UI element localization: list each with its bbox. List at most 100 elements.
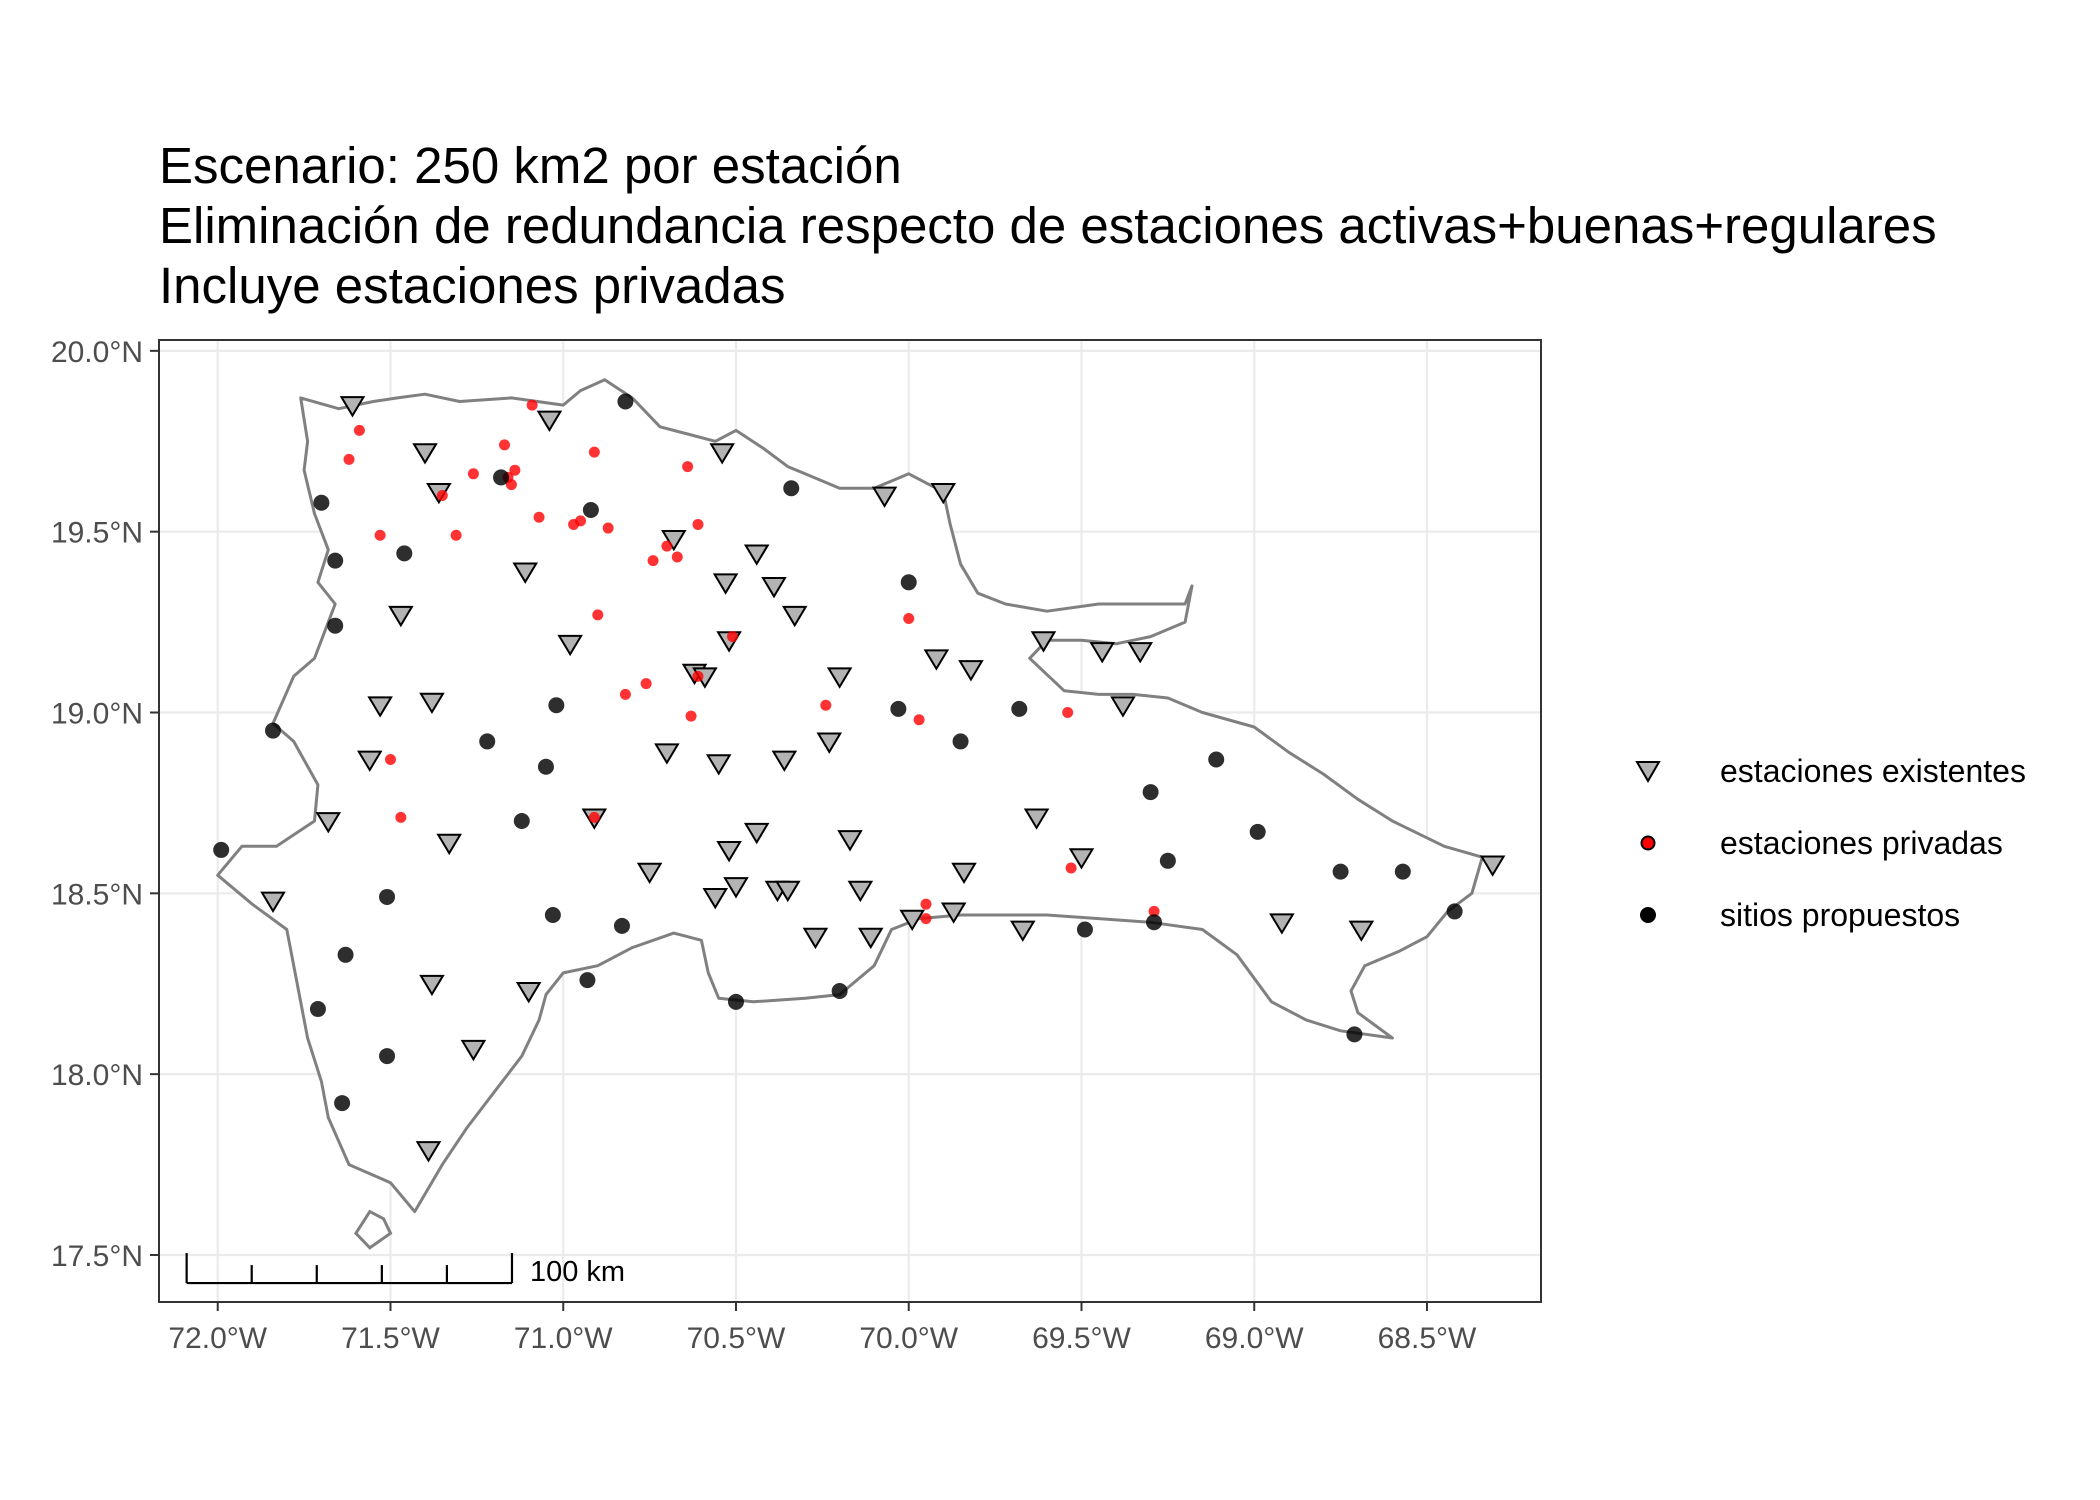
triangle-down-icon <box>1635 761 1661 783</box>
proposed-site-marker <box>327 617 344 634</box>
proposed-site-marker <box>379 888 396 905</box>
proposed-site-marker <box>396 545 413 562</box>
proposed-site-marker <box>1332 863 1349 880</box>
existing-station-marker <box>743 544 770 566</box>
private-station-marker <box>661 540 673 552</box>
existing-station-marker <box>951 862 977 885</box>
existing-station-marker <box>871 486 898 508</box>
private-station-marker <box>592 609 604 621</box>
proposed-site-marker <box>1346 1026 1363 1043</box>
existing-station-marker <box>775 880 801 903</box>
proposed-site-marker <box>313 494 330 511</box>
title-line-3: Incluye estaciones privadas <box>159 257 786 314</box>
existing-station-marker <box>356 750 383 772</box>
proposed-site-marker <box>479 733 496 750</box>
existing-station-marker <box>436 833 462 856</box>
existing-station-marker <box>723 877 749 899</box>
private-station-marker <box>395 811 407 823</box>
proposed-site-marker <box>783 480 800 497</box>
existing-station-marker <box>930 482 957 505</box>
y-tick-label: 20.0°N <box>51 336 143 369</box>
x-tick-label: 71.5°W <box>341 1322 440 1355</box>
existing-station-marker <box>419 974 445 997</box>
coastline-layer <box>216 378 1484 1250</box>
private-station-marker <box>1062 707 1074 719</box>
existing-station-marker <box>419 692 445 715</box>
private-station-marker <box>913 714 925 726</box>
private-station-marker <box>526 399 538 411</box>
proposed-site-marker <box>890 700 907 717</box>
existing-station-marker <box>705 754 732 776</box>
existing-station-marker <box>712 573 739 595</box>
existing-station-marker <box>557 634 583 657</box>
map-panel-border <box>158 339 1542 1303</box>
proposed-site-marker <box>265 722 282 739</box>
private-station-marker <box>1148 905 1160 917</box>
proposed-site-marker <box>900 574 917 591</box>
private-station-marker <box>602 522 614 534</box>
coastline-outline <box>216 378 1484 1214</box>
title-line-2: Eliminación de redundancia respecto de e… <box>159 197 1937 254</box>
y-axis: 17.5°N 18.0°N 18.5°N 19.0°N 19.5°N 20.0°N <box>51 336 159 1273</box>
proposed-site-marker <box>1249 823 1266 840</box>
existing-station-marker <box>654 743 680 765</box>
existing-station-marker <box>367 696 393 718</box>
existing-station-marker <box>761 577 787 599</box>
private-station-marker <box>820 699 832 711</box>
proposed-site-marker <box>727 993 744 1010</box>
existing-station-marker <box>702 888 729 910</box>
existing-station-marker <box>636 862 663 885</box>
proposed-site-marker <box>1146 914 1163 931</box>
existing-station-marker <box>1009 920 1036 942</box>
existing-station-marker <box>1023 808 1050 830</box>
legend-label-private: estaciones privadas <box>1720 824 2003 861</box>
proposed-site-marker <box>617 393 634 410</box>
existing-station-marker <box>709 443 735 465</box>
proposed-site-marker <box>544 907 561 924</box>
proposed-site-marker <box>537 758 554 775</box>
private-station-marker <box>685 710 697 722</box>
existing-station-marker <box>412 443 438 465</box>
proposed-site-marker <box>327 552 344 569</box>
legend-item-proposed: sitios propuestos <box>1620 879 2026 951</box>
private-station-marker <box>384 754 396 766</box>
private-station-marker <box>343 453 355 465</box>
existing-station-marker <box>1068 848 1095 870</box>
existing-station-marker <box>315 812 342 834</box>
existing-station-marker <box>260 891 286 913</box>
private-station-marker <box>619 688 631 700</box>
proposed-site-marker <box>1394 863 1411 880</box>
existing-station-marker <box>515 982 542 1004</box>
x-tick-label: 71.0°W <box>514 1322 613 1355</box>
island-outline <box>353 1209 393 1250</box>
red-dot-icon <box>1640 835 1656 851</box>
y-tick-label: 18.5°N <box>51 878 143 911</box>
private-station-marker <box>509 464 521 476</box>
private-station-marker <box>640 678 652 690</box>
existing-station-marker <box>661 529 687 552</box>
title-line-1: Escenario: 250 km2 por estación <box>159 137 902 194</box>
existing-station-marker <box>1110 696 1136 718</box>
x-tick-label: 70.0°W <box>859 1322 958 1355</box>
private-station-marker <box>533 511 545 523</box>
legend-item-existing: estaciones existentes <box>1620 735 2026 807</box>
existing-station-marker <box>781 605 808 628</box>
proposed-site-marker <box>1208 751 1225 768</box>
existing-station-marker <box>536 410 563 432</box>
private-stations-layer <box>343 399 1160 925</box>
proposed-site-marker <box>493 469 510 486</box>
proposed-site-marker <box>1142 784 1159 801</box>
existing-station-marker <box>743 822 770 845</box>
private-station-marker <box>920 898 932 910</box>
proposed-site-marker <box>1011 700 1028 717</box>
existing-station-marker <box>816 732 843 754</box>
black-dot-icon <box>1640 907 1656 923</box>
existing-station-marker <box>415 1141 442 1163</box>
existing-station-marker <box>802 927 829 950</box>
private-station-marker <box>353 424 365 436</box>
existing-station-marker <box>1127 642 1153 664</box>
existing-station-marker <box>1030 631 1057 653</box>
existing-stations-layer <box>260 396 1506 1163</box>
x-axis: 72.0°W 71.5°W 71.0°W 70.5°W 70.0°W 69.5°W 69.0… <box>168 1302 1477 1355</box>
x-tick-label: 70.5°W <box>687 1322 786 1355</box>
